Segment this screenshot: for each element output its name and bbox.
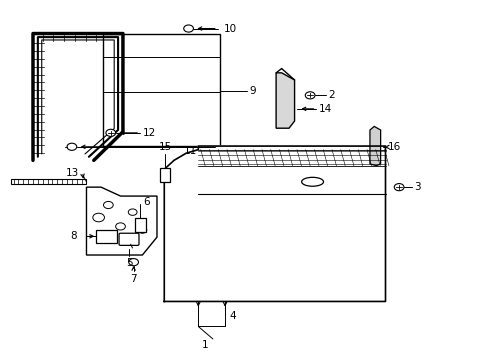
Text: 13: 13: [65, 168, 79, 178]
Circle shape: [103, 202, 113, 208]
Polygon shape: [369, 126, 380, 166]
Text: 9: 9: [249, 86, 255, 96]
Text: 10: 10: [224, 23, 237, 33]
Circle shape: [138, 227, 146, 233]
Bar: [103, 33, 220, 146]
FancyBboxPatch shape: [119, 233, 139, 246]
Text: 15: 15: [158, 142, 171, 152]
Text: 7: 7: [130, 274, 137, 284]
Circle shape: [305, 92, 314, 99]
Text: 2: 2: [327, 90, 334, 100]
Text: 4: 4: [228, 311, 235, 321]
Text: 12: 12: [142, 128, 155, 138]
Text: 14: 14: [318, 104, 331, 114]
Bar: [135, 218, 145, 232]
Text: 8: 8: [70, 231, 77, 241]
Ellipse shape: [301, 177, 323, 186]
Bar: [160, 168, 170, 182]
Text: 5: 5: [125, 258, 132, 268]
Circle shape: [116, 223, 125, 230]
Text: 1: 1: [201, 340, 207, 350]
Circle shape: [106, 129, 116, 136]
Polygon shape: [276, 73, 294, 128]
Text: 3: 3: [413, 182, 420, 192]
Circle shape: [67, 143, 77, 150]
Text: 6: 6: [142, 197, 149, 207]
Text: 16: 16: [387, 142, 400, 152]
Circle shape: [393, 184, 403, 191]
Text: 11: 11: [183, 146, 197, 156]
Circle shape: [93, 213, 104, 222]
Circle shape: [128, 258, 138, 266]
Bar: [96, 230, 116, 243]
Bar: [11, 179, 86, 184]
Circle shape: [128, 209, 137, 215]
Circle shape: [183, 25, 193, 32]
Polygon shape: [164, 146, 385, 301]
Polygon shape: [86, 187, 157, 255]
